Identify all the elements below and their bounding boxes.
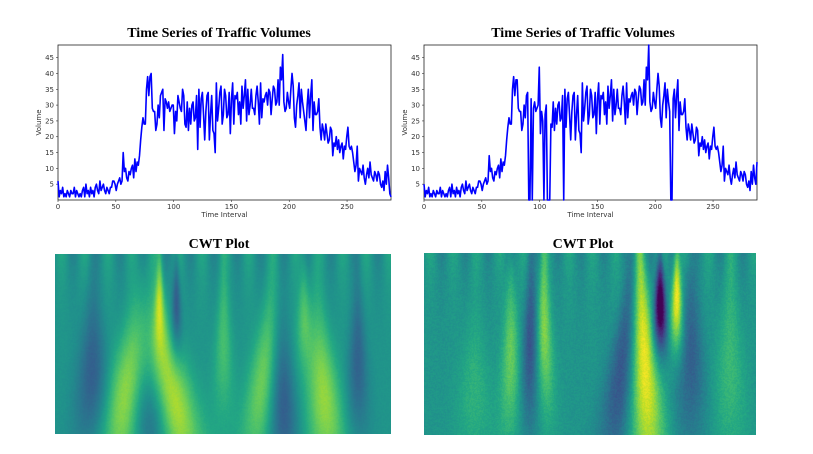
x-tick-label: 100: [167, 203, 180, 211]
ts-left-title: Time Series of Traffic Volumes: [127, 26, 311, 41]
plot-frame: [57, 44, 392, 201]
x-tick-label: 200: [649, 203, 662, 211]
x-tick-label: 250: [706, 203, 719, 211]
y-tick-label: 40: [411, 70, 420, 78]
x-tick-label: 50: [477, 203, 486, 211]
y-tick-label: 20: [45, 133, 54, 141]
plot-frame: [423, 44, 758, 201]
ts-right-title: Time Series of Traffic Volumes: [491, 26, 675, 41]
x-tick-label: 0: [56, 203, 60, 211]
y-tick-label: 30: [411, 102, 420, 110]
x-tick-label: 200: [283, 203, 296, 211]
y-tick-label: 45: [45, 54, 54, 62]
y-axis-label: Volume: [35, 109, 43, 135]
y-tick-label: 35: [45, 86, 54, 94]
y-tick-label: 20: [411, 133, 420, 141]
y-axis-label: Volume: [401, 109, 409, 135]
cwt-left-heatmap: [55, 254, 391, 434]
y-tick-label: 40: [45, 70, 54, 78]
y-tick-label: 30: [45, 102, 54, 110]
y-tick-label: 5: [416, 181, 420, 189]
x-tick-label: 0: [422, 203, 426, 211]
cwt-left-title: CWT Plot: [188, 237, 250, 252]
y-tick-label: 10: [411, 165, 420, 173]
x-tick-label: 250: [340, 203, 353, 211]
x-tick-label: 100: [533, 203, 546, 211]
y-tick-label: 35: [411, 86, 420, 94]
y-tick-label: 45: [411, 54, 420, 62]
x-tick-label: 150: [225, 203, 238, 211]
cwt-right-heatmap: [424, 253, 756, 435]
x-tick-label: 150: [591, 203, 604, 211]
ts-left-chart: 0 50 100 150 200 250 5 10 15 20 25 30 35 40 45 Time Int…: [35, 44, 392, 219]
y-tick-label: 5: [50, 181, 54, 189]
ts-right-chart: 0 50 100 150 200 250 5 10 15 20 25 30 35 40 45 Time Int…: [401, 44, 758, 219]
cwt-right-title: CWT Plot: [552, 237, 614, 252]
volume-series-line: [57, 53, 392, 198]
y-tick-label: 15: [411, 149, 420, 157]
y-tick-label: 15: [45, 149, 54, 157]
y-tick-label: 10: [45, 165, 54, 173]
y-tick-label: 25: [45, 117, 54, 125]
volume-series-line: [423, 44, 758, 201]
x-tick-label: 50: [111, 203, 120, 211]
y-tick-label: 25: [411, 117, 420, 125]
x-axis-label: Time Interval: [200, 211, 247, 219]
x-axis-label: Time Interval: [566, 211, 613, 219]
